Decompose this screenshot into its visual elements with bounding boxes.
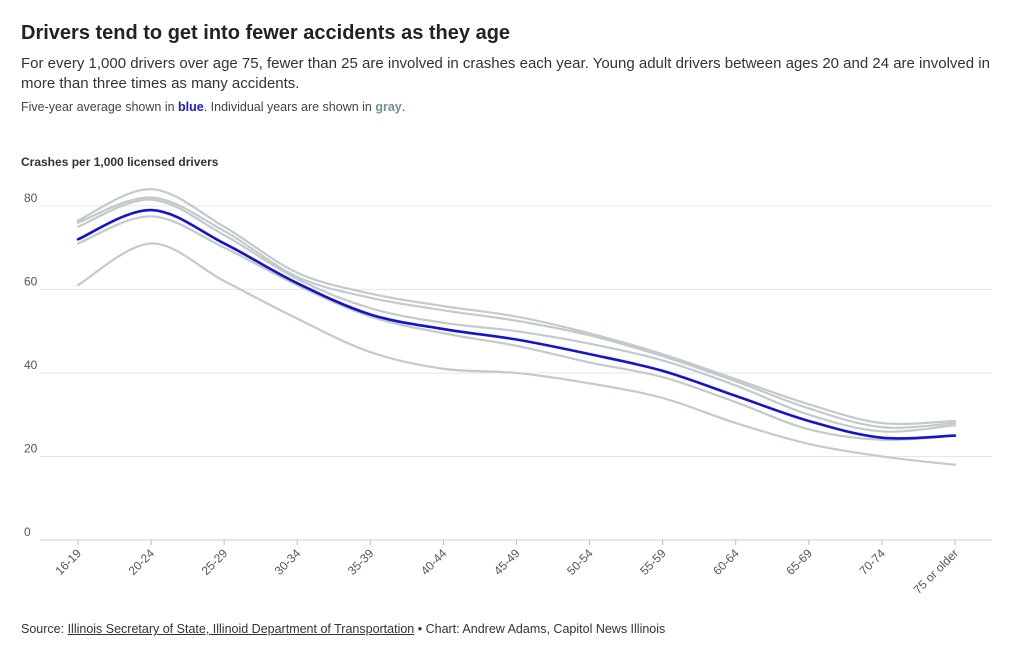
y-tick-label: 0 xyxy=(24,525,31,539)
x-tick-label: 55-59 xyxy=(637,546,669,578)
x-tick-label: 45-49 xyxy=(491,546,523,578)
chart-credit: Chart: Andrew Adams, Capitol News Illino… xyxy=(425,622,666,636)
x-tick-label: 60-64 xyxy=(710,546,742,578)
series-line-year-4 xyxy=(76,215,957,442)
y-tick-label: 80 xyxy=(24,191,38,205)
series-line-year-3 xyxy=(76,198,957,433)
x-tick-label: 20-24 xyxy=(126,546,158,578)
source-link[interactable]: Illinois Secretary of State, Illinoid De… xyxy=(67,622,415,636)
note-blue-word: blue xyxy=(178,100,204,114)
note-end: . xyxy=(401,100,406,114)
x-tick-label: 70-74 xyxy=(856,546,888,578)
series-line-year-5 xyxy=(76,242,957,466)
x-tick-label: 65-69 xyxy=(783,546,815,578)
series-line-year-2 xyxy=(76,196,957,429)
note-gray-word: gray xyxy=(375,100,402,114)
chart-source: Source: Illinois Secretary of State, Ill… xyxy=(21,622,665,636)
x-tick-label: 40-44 xyxy=(418,546,450,578)
source-separator: • xyxy=(414,622,426,636)
x-tick-label: 25-29 xyxy=(199,546,231,578)
chart-title: Drivers tend to get into fewer accidents… xyxy=(21,22,511,44)
y-tick-label: 40 xyxy=(24,358,38,372)
y-tick-label: 60 xyxy=(24,274,38,288)
note-prefix: Five-year average shown in xyxy=(21,100,179,114)
series-line-five-year-average xyxy=(76,208,957,440)
source-label: Source: xyxy=(21,622,68,636)
x-tick-label: 75 or older xyxy=(911,546,961,596)
x-tick-label: 50-54 xyxy=(564,546,596,578)
y-axis-label: Crashes per 1,000 licensed drivers xyxy=(21,155,219,169)
x-tick-label: 16-19 xyxy=(53,546,85,578)
y-tick-label: 20 xyxy=(24,441,38,455)
x-tick-label: 30-34 xyxy=(272,546,304,578)
chart-note: Five-year average shown in blue. Individ… xyxy=(21,100,405,114)
chart-subtitle: For every 1,000 drivers over age 75, few… xyxy=(21,55,990,92)
x-tick-label: 35-39 xyxy=(345,546,377,578)
series-line-year-1 xyxy=(76,188,957,426)
note-mid: . Individual years are shown in xyxy=(203,100,376,114)
